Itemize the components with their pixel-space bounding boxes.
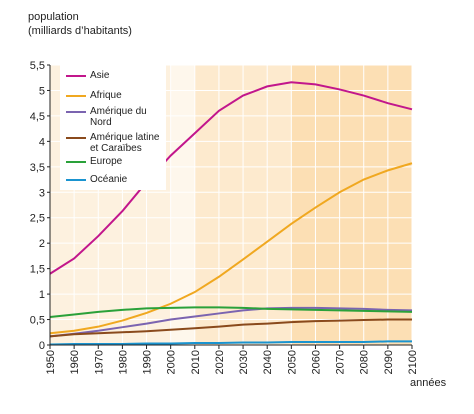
legend-label: Afrique xyxy=(90,90,122,101)
legend-label: Europe xyxy=(90,156,123,167)
y-tick-label: 5,5 xyxy=(30,60,45,72)
x-tick-label: 2020 xyxy=(214,350,226,374)
y-tick-label: 2 xyxy=(39,238,45,250)
x-tick-label: 1980 xyxy=(117,350,129,374)
x-tick-label: 2030 xyxy=(238,350,250,374)
legend-swatch xyxy=(66,137,86,139)
legend-swatch xyxy=(66,161,86,163)
y-tick-label: 5 xyxy=(39,85,45,97)
series-line xyxy=(49,318,412,338)
series-line xyxy=(49,340,412,346)
x-tick-label: 2000 xyxy=(166,350,178,374)
legend-swatch xyxy=(66,95,86,97)
x-tick-label: 2060 xyxy=(310,350,322,374)
legend: Asie Afrique Amérique du Nord Amérique lati… xyxy=(60,62,166,190)
y-tick-label: 0,5 xyxy=(30,315,45,327)
legend-label: Amérique latine et Caraïbes xyxy=(90,132,160,154)
y-tick-label: 3,5 xyxy=(30,162,45,174)
y-tick-label: 1,5 xyxy=(30,264,45,276)
series-line xyxy=(49,306,413,338)
legend-label: Océanie xyxy=(90,174,128,185)
x-tick-label: 2040 xyxy=(262,350,274,374)
legend-label: Amérique du Nord xyxy=(90,106,147,128)
series-line xyxy=(49,162,413,335)
x-tick-label: 2080 xyxy=(359,350,371,374)
x-tick-label: 1970 xyxy=(93,350,105,374)
y-axis-label: (milliards d’habitants) xyxy=(28,25,132,37)
x-tick-label: 2100 xyxy=(407,350,419,374)
y-tick-label: 1 xyxy=(39,289,45,301)
x-tick-label: 1950 xyxy=(45,350,57,374)
x-tick-label: 1960 xyxy=(69,350,81,374)
background-band xyxy=(171,65,195,345)
y-tick-label: 0 xyxy=(39,340,45,352)
x-tick-label: 2050 xyxy=(286,350,298,374)
legend-swatch xyxy=(66,111,86,113)
x-tick-label: 2070 xyxy=(335,350,347,374)
legend-swatch xyxy=(66,179,86,181)
x-tick-label: 2090 xyxy=(383,350,395,374)
x-axis-label: années xyxy=(410,377,447,389)
legend-label: Asie xyxy=(90,70,110,81)
y-tick-label: 2,5 xyxy=(30,213,45,225)
lines xyxy=(49,81,413,346)
series-line xyxy=(49,306,413,318)
legend-swatch xyxy=(66,75,86,77)
y-tick-label: 4,5 xyxy=(30,111,45,123)
background-band xyxy=(291,65,412,345)
x-tick-label: 1990 xyxy=(142,350,154,374)
y-tick-label: 4 xyxy=(39,136,45,148)
y-axis-label: population xyxy=(28,11,79,23)
y-tick-label: 3 xyxy=(39,187,45,199)
x-tick-label: 2010 xyxy=(190,350,202,374)
series-line xyxy=(49,81,413,275)
